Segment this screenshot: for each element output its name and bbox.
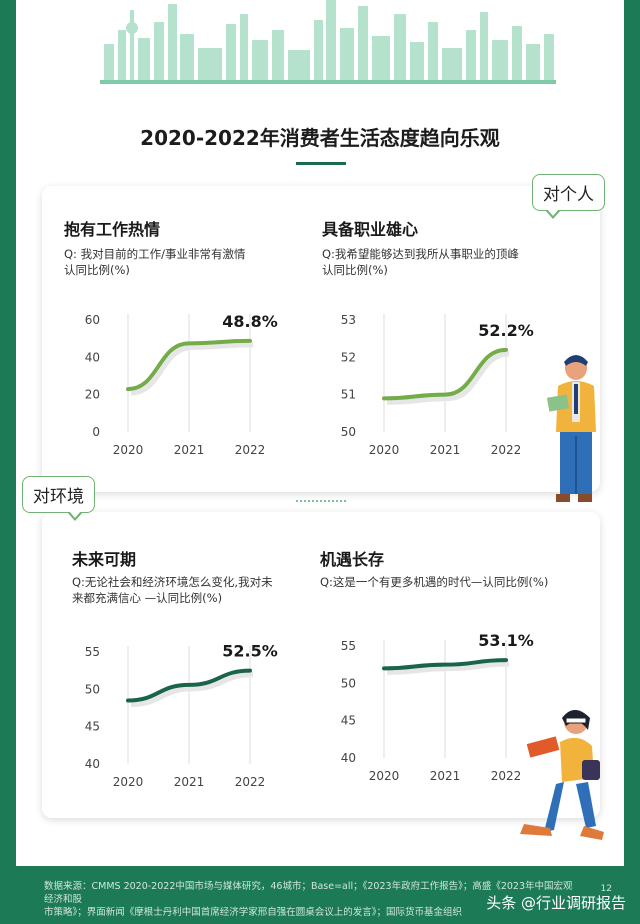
y-tick-label: 50 bbox=[341, 425, 356, 439]
y-tick-label: 53 bbox=[341, 313, 356, 327]
panel-question-line: Q:我希望能够达到我所从事职业的顶峰 bbox=[322, 247, 519, 261]
series-line bbox=[382, 347, 508, 401]
y-tick-label: 45 bbox=[341, 714, 356, 728]
x-tick-label: 2022 bbox=[235, 775, 266, 789]
data-label: 48.8% bbox=[222, 312, 278, 331]
tag-environment-label: 对环境 bbox=[33, 487, 84, 507]
panel-title-future-promising: 未来可期 bbox=[72, 550, 137, 569]
x-tick-label: 2022 bbox=[491, 769, 522, 783]
panel-question-line: Q:这是一个有更多机遇的时代—认同比例(%) bbox=[320, 575, 549, 589]
x-tick-label: 2021 bbox=[174, 775, 205, 789]
y-tick-label: 55 bbox=[85, 645, 100, 659]
panel-title-career-ambition: 具备职业雄心 bbox=[322, 220, 419, 239]
panel-title-work-passion: 抱有工作热情 bbox=[64, 220, 161, 239]
panel-question-opportunities: Q:这是一个有更多机遇的时代—认同比例(%) bbox=[320, 574, 548, 590]
chart-work-passion: 0 20 40 60 2020 2021 2022 48.8% bbox=[85, 312, 278, 457]
y-tick-label: 51 bbox=[341, 388, 356, 402]
panel-unit: 认同比例(%) bbox=[64, 263, 130, 277]
series-line-shadow bbox=[130, 342, 254, 396]
x-tick-label: 2022 bbox=[235, 443, 266, 457]
title-underline bbox=[296, 162, 346, 165]
panel-question-career-ambition: Q:我希望能够达到我所从事职业的顶峰 认同比例(%) bbox=[322, 246, 519, 278]
page: 2020-2022年消费者生活态度趋向乐观 对个人 对环境 抱有工作热情 Q: … bbox=[16, 0, 624, 866]
series-line bbox=[126, 668, 252, 703]
panel-question-future-promising: Q:无论社会和经济环境怎么变化,我对未 来都充满信心 —认同比例(%) bbox=[72, 574, 273, 606]
x-tick-label: 2020 bbox=[369, 443, 400, 457]
card-personal bbox=[42, 186, 600, 492]
x-tick-label: 2020 bbox=[369, 769, 400, 783]
data-label: 53.1% bbox=[478, 631, 534, 650]
page-title: 2020-2022年消费者生活态度趋向乐观 bbox=[140, 126, 500, 150]
x-tick-label: 2022 bbox=[491, 443, 522, 457]
y-tick-label: 52 bbox=[341, 350, 356, 364]
y-tick-label: 40 bbox=[85, 757, 100, 771]
series-line-shadow bbox=[130, 672, 254, 708]
data-label: 52.2% bbox=[478, 321, 534, 340]
y-tick-label: 55 bbox=[341, 639, 356, 653]
series-line-shadow bbox=[386, 351, 510, 405]
chart-career-ambition: 50 51 52 53 2020 2021 2022 52.2% bbox=[341, 313, 534, 457]
x-tick-label: 2020 bbox=[113, 775, 144, 789]
y-tick-label: 20 bbox=[85, 388, 100, 402]
x-tick-label: 2020 bbox=[113, 443, 144, 457]
woman-reading-illustration bbox=[520, 710, 604, 840]
panel-question-work-passion: Q: 我对目前的工作/事业非常有激情 认同比例(%) bbox=[64, 246, 245, 278]
tag-personal-label: 对个人 bbox=[543, 185, 594, 205]
series-line bbox=[382, 658, 508, 671]
y-tick-label: 60 bbox=[85, 313, 100, 327]
y-tick-label: 45 bbox=[85, 720, 100, 734]
man-with-laptop-illustration bbox=[546, 355, 596, 502]
data-label: 52.5% bbox=[222, 642, 278, 661]
panel-title-opportunities: 机遇长存 bbox=[320, 550, 385, 569]
y-tick-label: 0 bbox=[92, 425, 100, 439]
y-tick-label: 50 bbox=[341, 676, 356, 690]
page-number: 12 bbox=[600, 884, 612, 894]
chart-opportunities: 40 45 50 55 2020 2021 2022 53.1% bbox=[341, 631, 534, 783]
x-tick-label: 2021 bbox=[430, 443, 461, 457]
tag-environment: 对环境 bbox=[22, 476, 95, 521]
series-line bbox=[126, 338, 252, 392]
section-divider bbox=[296, 500, 346, 502]
city-skyline-illustration bbox=[100, 0, 556, 84]
x-tick-label: 2021 bbox=[430, 769, 461, 783]
y-tick-label: 40 bbox=[85, 350, 100, 364]
watermark: 头条 @行业调研报告 bbox=[486, 894, 626, 912]
series-line-shadow bbox=[386, 661, 510, 675]
footer-source: 数据来源：CMMS 2020-2022中国市场与媒体研究，46城市；Base=a… bbox=[44, 880, 574, 919]
y-tick-label: 50 bbox=[85, 682, 100, 696]
footer-source-line-2: 市策略》；界面新闻《摩根士丹利中国首席经济学家邢自强在圆桌会议上的发言》；国际货… bbox=[44, 907, 463, 918]
panel-question-line: Q: 我对目前的工作/事业非常有激情 bbox=[64, 247, 246, 261]
panel-question-line-2: 来都充满信心 —认同比例(%) bbox=[72, 591, 223, 605]
x-tick-label: 2021 bbox=[174, 443, 205, 457]
footer-source-line-1: 数据来源：CMMS 2020-2022中国市场与媒体研究，46城市；Base=a… bbox=[44, 881, 573, 905]
panel-question-line: Q:无论社会和经济环境怎么变化,我对未 bbox=[72, 575, 273, 589]
chart-future-promising: 40 45 50 55 2020 2021 2022 52.5% bbox=[85, 642, 278, 789]
y-tick-label: 40 bbox=[341, 751, 356, 765]
panel-unit: 认同比例(%) bbox=[322, 263, 388, 277]
tag-personal: 对个人 bbox=[532, 174, 605, 219]
